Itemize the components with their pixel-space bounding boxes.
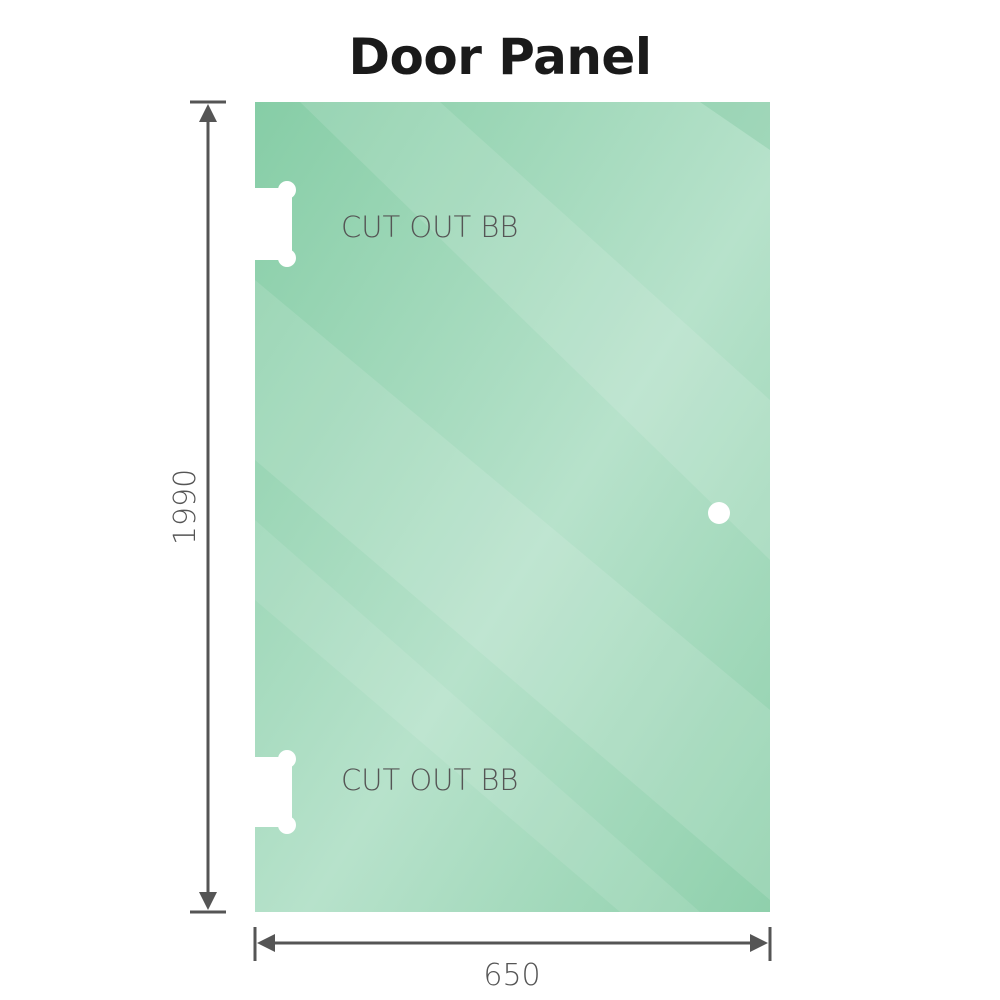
handle-hole <box>708 502 730 524</box>
glass-panel <box>255 102 770 912</box>
cutout-label-bottom: CUT OUT BB <box>341 763 518 797</box>
height-label: 1990 <box>168 469 203 545</box>
arrow-up-icon <box>199 104 217 122</box>
arrow-left-icon <box>257 934 275 952</box>
arrow-down-icon <box>199 892 217 910</box>
glass-reflection <box>255 280 770 900</box>
cutout-top <box>255 181 296 267</box>
width-dimension <box>253 927 772 961</box>
diagram-title: Door Panel <box>348 28 652 86</box>
height-dimension <box>190 100 226 914</box>
cutout-label-top: CUT OUT BB <box>341 210 518 244</box>
width-label: 650 <box>483 958 540 993</box>
glass-reflection <box>300 102 770 560</box>
glass-reflection <box>255 520 700 912</box>
cutout-bottom <box>255 750 296 834</box>
arrow-right-icon <box>750 934 768 952</box>
